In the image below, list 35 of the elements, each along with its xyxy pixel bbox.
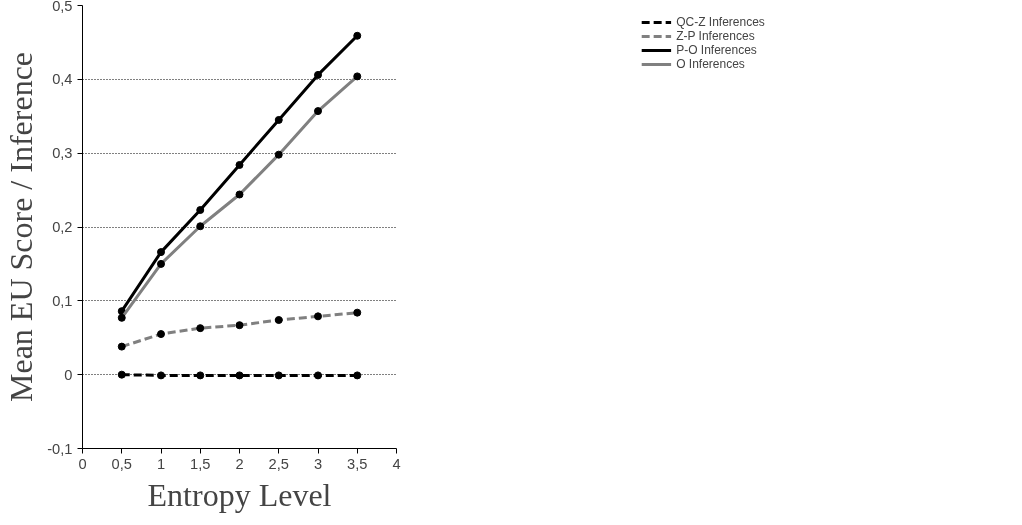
point [235, 160, 244, 169]
point [157, 248, 165, 257]
legend-label: O Inferences [676, 57, 745, 71]
y-tick-label: -0,1 [47, 440, 73, 457]
legend-label: P-O Inferences [676, 43, 757, 57]
x-tick-label: 1,5 [190, 455, 211, 472]
legend-label: QC-Z Inferences [676, 15, 765, 29]
point [314, 70, 322, 79]
y-tick-label: 0 [64, 366, 73, 383]
y-tick-label: 0,3 [52, 145, 73, 162]
x-tick-label: 1 [156, 455, 166, 472]
x-tick-label: 3,5 [347, 455, 368, 472]
point [314, 371, 322, 380]
y-axis-title: Mean EU Score / Inference [3, 51, 40, 403]
x-axis-title: Entropy Level [147, 476, 332, 513]
y-tick-label: 0,1 [52, 292, 73, 309]
point [117, 370, 126, 379]
point [353, 371, 362, 380]
x-tick-label: 3 [313, 455, 323, 472]
point [274, 371, 283, 380]
point [196, 371, 205, 380]
x-tick-label: 2 [235, 455, 244, 472]
point [157, 371, 165, 380]
x-tick-label: 0,5 [111, 455, 132, 472]
y-tick-label: 0,5 [52, 0, 73, 14]
point [196, 206, 205, 215]
point [353, 31, 362, 40]
y-tick-label: 0,4 [52, 71, 73, 88]
y-tick-label: 0,2 [52, 219, 73, 235]
x-tick-label: 0 [78, 455, 87, 472]
x-tick-label: 2,5 [268, 455, 289, 472]
x-tick-label: 4 [392, 455, 401, 472]
point [274, 115, 283, 124]
legend-label: Z-P Inferences [676, 29, 755, 43]
point [235, 371, 244, 380]
